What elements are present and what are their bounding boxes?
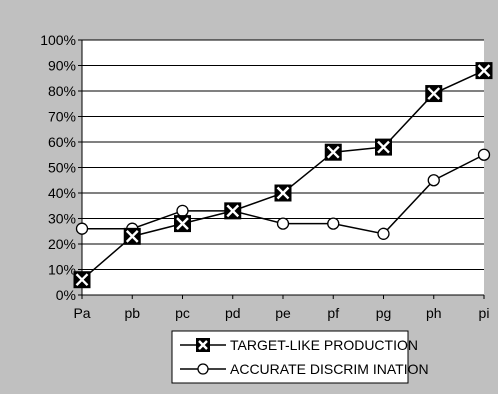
y-tick-label: 90%	[48, 58, 76, 74]
series-markers	[73, 62, 493, 289]
legend-marker-target-like-production	[196, 338, 210, 352]
legend-marker-box-cross	[198, 340, 208, 350]
data-point-accurate-discrimination	[477, 148, 491, 161]
data-point-target-like-production-cross	[427, 87, 441, 100]
data-point-accurate-discrimination	[176, 204, 189, 218]
y-tick-label: 30%	[48, 211, 76, 227]
x-tick-label: pi	[479, 305, 490, 321]
y-tick-label: 20%	[48, 236, 76, 252]
legend-label-target-like-production: TARGET-LIKE PRODUCTION	[230, 337, 418, 353]
x-tick-label: Pa	[73, 305, 90, 321]
y-tick-label: 80%	[48, 83, 76, 99]
x-tick-label: pd	[225, 305, 241, 321]
y-axis-ticks: 0% 10% 20% 30% 40% 50% 60% 70% 80% 90% 100%	[40, 32, 82, 303]
y-tick-label: 50%	[48, 160, 76, 176]
data-point-accurate-discrimination	[377, 227, 390, 240]
x-tick-label: pb	[124, 305, 140, 321]
y-tick-label: 70%	[48, 109, 76, 125]
y-tick-label: 0%	[56, 287, 76, 303]
x-tick-label: pf	[327, 305, 339, 321]
x-tick-label: pe	[275, 305, 291, 321]
x-axis-ticks: Pa pb pc pd pe pf pg ph pi	[73, 295, 489, 321]
data-point-accurate-discrimination	[327, 217, 340, 230]
data-point-accurate-discrimination	[276, 217, 290, 230]
data-point-target-like-production-cross	[477, 64, 491, 77]
legend-marker-accurate-discrimination	[197, 363, 209, 375]
legend: TARGET-LIKE PRODUCTION ACCURATE DISCRIM …	[171, 330, 429, 384]
data-point-accurate-discrimination	[427, 174, 440, 187]
data-point-target-like-production-cross	[226, 204, 240, 218]
data-point-target-like-production-cross	[326, 145, 340, 159]
y-tick-label: 60%	[48, 134, 76, 150]
legend-marker-circle	[197, 363, 209, 375]
data-point-target-like-production-cross	[377, 140, 390, 154]
y-tick-label: 100%	[40, 32, 76, 48]
x-tick-label: pc	[175, 305, 190, 321]
data-point-accurate-discrimination	[75, 222, 89, 235]
data-point-target-like-production-cross	[125, 230, 139, 243]
y-tick-label: 10%	[48, 262, 76, 278]
legend-label-accurate-discrimination: ACCURATE DISCRIM INATION	[230, 361, 429, 377]
data-point-target-like-production-cross	[176, 217, 189, 230]
x-tick-label: pg	[376, 305, 392, 321]
data-point-target-like-production-cross	[75, 273, 89, 287]
data-point-target-like-production-cross	[276, 186, 290, 200]
y-tick-label: 40%	[48, 185, 76, 201]
legend-box	[171, 330, 409, 384]
x-tick-label: ph	[426, 305, 442, 321]
